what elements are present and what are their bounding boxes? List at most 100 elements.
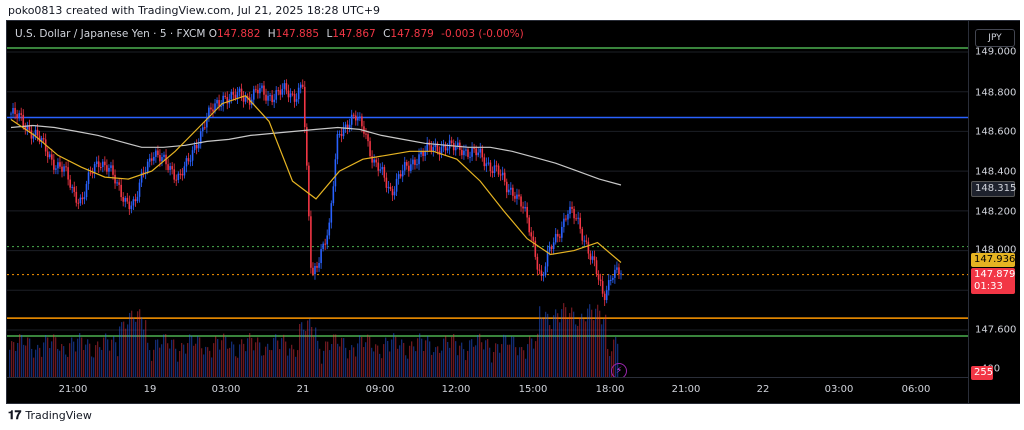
candle-body [340,133,343,137]
volume-bar [75,351,77,377]
candle-body [395,178,398,192]
volume-bar [211,357,213,377]
volume-bar [197,335,199,377]
volume-bar [329,350,331,377]
volume-bar [305,330,307,377]
candle-body [214,103,216,112]
volume-bar [413,346,415,377]
candle-body [36,129,39,136]
volume-bar [11,341,13,377]
candle-body [171,166,173,170]
volume-bar [119,326,121,377]
volume-bar [343,338,345,377]
volume-bar [571,307,573,377]
volume-bar [87,339,89,377]
volume-bar [173,339,175,377]
candle-body [367,134,369,142]
volume-bar [191,335,193,377]
candle-body [373,159,375,163]
candle-body [51,154,53,160]
time-axis[interactable]: 21:00 19 03:00 21 09:00 12:00 15:00 18:0… [7,377,968,404]
candle-body [440,147,443,155]
candle-body [357,118,359,121]
candle-body [542,274,545,276]
volume-bar [141,317,143,377]
time-tick: 21:00 [671,384,701,395]
candle-body [310,216,312,268]
volume-bar [349,350,351,377]
candle-body [401,170,404,177]
volume-bar [485,340,487,377]
lightning-icon[interactable]: ⚡ [611,363,627,377]
volume-bar [461,342,463,377]
volume-bar [45,334,47,377]
volume-bar [479,333,481,377]
candle-body [422,151,424,156]
candle-body [461,149,463,156]
candle-body [469,156,471,158]
volume-bar [399,345,401,377]
candle-body [189,160,192,162]
candle-body [183,166,186,176]
candle-body [591,256,594,260]
volume-bar [35,349,37,377]
volume-bar [41,356,43,377]
price-chart[interactable] [7,21,968,377]
volume-bar [615,336,617,377]
low-value: 147.867 [332,28,376,40]
candle-body [57,162,59,169]
candle-body [199,131,202,144]
chart-plot-area[interactable]: U.S. Dollar / Japanese Yen · 5 · FXCM O1… [7,21,968,377]
volume-bar [261,355,263,377]
candle-body [456,142,459,147]
volume-bar [279,349,281,377]
candle-body [485,163,488,167]
candle-body [283,83,286,89]
volume-bar [505,335,507,377]
volume-bar [577,325,579,377]
price-axis[interactable]: JPY 149.000 148.800 148.600 148.400 148.… [968,21,1020,403]
candle-body [344,124,347,128]
volume-bar [481,342,483,377]
candle-body [12,108,14,114]
volume-bar [379,353,381,377]
chart-frame[interactable]: U.S. Dollar / Japanese Yen · 5 · FXCM O1… [6,20,1020,404]
volume-bar [105,333,107,377]
candle-body [234,94,237,99]
candle-body [193,145,196,151]
volume-bar [521,346,523,377]
time-tick: 21 [296,384,310,395]
candle-body [93,164,96,174]
volume-bar [423,350,425,377]
candle-body [118,182,120,185]
candle-body [150,158,153,161]
volume-bar [597,304,599,377]
volume-bar [385,337,387,377]
volume-bar [17,342,19,377]
volume-bar [285,341,287,377]
price-tick: 147.600 [975,324,1017,336]
candle-body [26,125,29,130]
candle-body [197,143,200,149]
candle-body [53,159,55,170]
candle-body [110,165,112,168]
candle-body [297,87,300,100]
candle-body [554,233,557,243]
candle-body [204,127,206,129]
candle-body [520,196,522,207]
ma-fast-value-tag: 147.936 [971,253,1015,267]
volume-bar [459,345,461,377]
currency-button[interactable]: JPY [975,29,1015,47]
time-tick: 15:00 [518,384,548,395]
volume-bar [81,337,83,377]
volume-bar [91,356,93,377]
candle-body [491,171,494,174]
volume-bar [375,344,377,377]
candle-body [410,164,412,171]
candle-body [499,174,502,176]
candle-body [587,241,590,254]
candle-body [501,172,504,176]
candle-body [126,197,129,202]
brand-footer[interactable]: 𝟏𝟕 TradingView [8,408,92,423]
candle-body [481,148,484,158]
